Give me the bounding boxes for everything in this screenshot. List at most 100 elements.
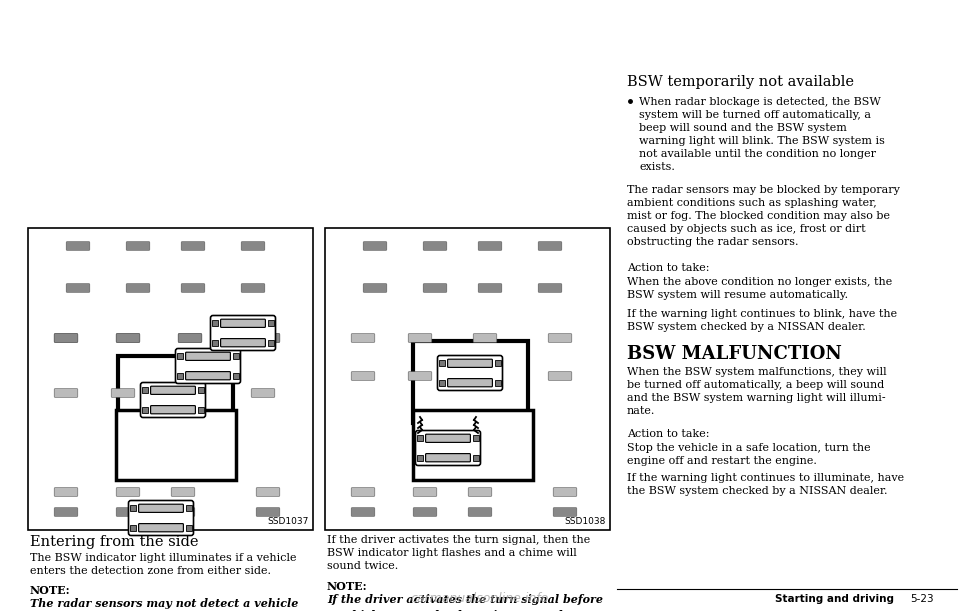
- FancyBboxPatch shape: [256, 334, 279, 342]
- FancyBboxPatch shape: [138, 504, 183, 513]
- FancyBboxPatch shape: [185, 352, 230, 360]
- FancyBboxPatch shape: [539, 242, 562, 251]
- FancyBboxPatch shape: [151, 406, 196, 414]
- Text: BSW temporarily not available: BSW temporarily not available: [627, 75, 854, 89]
- Bar: [413, 410, 533, 480]
- FancyBboxPatch shape: [54, 389, 78, 397]
- FancyBboxPatch shape: [126, 284, 150, 292]
- FancyBboxPatch shape: [447, 379, 492, 387]
- FancyBboxPatch shape: [171, 508, 195, 516]
- FancyBboxPatch shape: [351, 371, 374, 380]
- FancyBboxPatch shape: [413, 508, 437, 516]
- FancyBboxPatch shape: [468, 508, 492, 516]
- Text: Stop the vehicle in a safe location, turn the
engine off and restart the engine.: Stop the vehicle in a safe location, tur…: [627, 443, 871, 466]
- Text: carmanualsonline.info: carmanualsonline.info: [411, 592, 549, 605]
- Bar: [417, 436, 422, 441]
- FancyBboxPatch shape: [176, 348, 241, 384]
- FancyBboxPatch shape: [181, 242, 204, 251]
- Bar: [186, 505, 192, 511]
- FancyBboxPatch shape: [151, 386, 196, 394]
- Text: SSD1038: SSD1038: [564, 517, 606, 526]
- Text: When radar blockage is detected, the BSW
system will be turned off automatically: When radar blockage is detected, the BSW…: [639, 97, 885, 172]
- Text: If the driver activates the turn signal before
a vehicle enters the detection zo: If the driver activates the turn signal …: [327, 594, 603, 611]
- Text: The radar sensors may not detect a vehicle
which is traveling at about the same : The radar sensors may not detect a vehic…: [30, 598, 299, 611]
- FancyBboxPatch shape: [138, 524, 183, 532]
- Bar: [130, 505, 135, 511]
- Bar: [212, 340, 218, 346]
- FancyBboxPatch shape: [351, 508, 374, 516]
- Text: If the warning light continues to illuminate, have
the BSW system checked by a N: If the warning light continues to illumi…: [627, 473, 904, 496]
- Bar: [198, 406, 204, 412]
- FancyBboxPatch shape: [256, 488, 279, 496]
- Bar: [198, 387, 204, 393]
- FancyBboxPatch shape: [351, 334, 374, 342]
- Bar: [268, 320, 275, 326]
- FancyBboxPatch shape: [241, 284, 265, 292]
- FancyBboxPatch shape: [179, 334, 202, 342]
- FancyBboxPatch shape: [179, 334, 202, 342]
- Text: Action to take:: Action to take:: [627, 263, 709, 273]
- FancyBboxPatch shape: [54, 488, 78, 496]
- FancyBboxPatch shape: [177, 389, 200, 397]
- FancyBboxPatch shape: [539, 284, 562, 292]
- Bar: [417, 455, 422, 461]
- Bar: [177, 373, 182, 379]
- FancyBboxPatch shape: [548, 334, 572, 342]
- FancyBboxPatch shape: [221, 319, 265, 327]
- Bar: [186, 525, 192, 530]
- FancyBboxPatch shape: [438, 356, 502, 390]
- FancyBboxPatch shape: [116, 508, 140, 516]
- Text: 5-23: 5-23: [910, 594, 934, 604]
- FancyBboxPatch shape: [116, 334, 140, 342]
- FancyBboxPatch shape: [425, 453, 470, 462]
- FancyBboxPatch shape: [447, 359, 492, 367]
- FancyBboxPatch shape: [54, 334, 78, 342]
- FancyBboxPatch shape: [423, 284, 446, 292]
- Text: When the BSW system malfunctions, they will
be turned off automatically, a beep : When the BSW system malfunctions, they w…: [627, 367, 887, 416]
- FancyBboxPatch shape: [408, 371, 432, 380]
- FancyBboxPatch shape: [423, 242, 446, 251]
- FancyBboxPatch shape: [241, 242, 265, 251]
- FancyBboxPatch shape: [425, 434, 470, 442]
- Bar: [233, 353, 239, 359]
- FancyBboxPatch shape: [140, 382, 205, 417]
- FancyBboxPatch shape: [478, 284, 502, 292]
- FancyBboxPatch shape: [181, 284, 204, 292]
- FancyBboxPatch shape: [416, 431, 481, 466]
- Bar: [473, 455, 479, 461]
- Bar: [142, 406, 148, 412]
- Bar: [473, 436, 479, 441]
- Bar: [325, 228, 610, 530]
- FancyBboxPatch shape: [116, 334, 140, 342]
- FancyBboxPatch shape: [171, 488, 195, 496]
- FancyBboxPatch shape: [54, 334, 78, 342]
- Bar: [28, 228, 313, 530]
- Text: BSW MALFUNCTION: BSW MALFUNCTION: [627, 345, 842, 363]
- Bar: [268, 340, 275, 346]
- FancyBboxPatch shape: [210, 315, 276, 351]
- FancyBboxPatch shape: [54, 508, 78, 516]
- Text: If the driver activates the turn signal, then the
BSW indicator light flashes an: If the driver activates the turn signal,…: [327, 535, 590, 571]
- FancyBboxPatch shape: [185, 371, 230, 380]
- FancyBboxPatch shape: [478, 242, 502, 251]
- FancyBboxPatch shape: [363, 242, 387, 251]
- FancyBboxPatch shape: [351, 488, 374, 496]
- Bar: [116, 410, 236, 480]
- Text: The radar sensors may be blocked by temporary
ambient conditions such as splashi: The radar sensors may be blocked by temp…: [627, 185, 900, 247]
- FancyBboxPatch shape: [221, 338, 265, 347]
- FancyBboxPatch shape: [548, 371, 572, 380]
- FancyBboxPatch shape: [126, 242, 150, 251]
- Bar: [495, 360, 501, 367]
- FancyBboxPatch shape: [468, 488, 492, 496]
- Text: Action to take:: Action to take:: [627, 429, 709, 439]
- FancyBboxPatch shape: [553, 508, 577, 516]
- Bar: [142, 387, 148, 393]
- Bar: [118, 356, 233, 438]
- Bar: [439, 360, 444, 367]
- Bar: [212, 320, 218, 326]
- FancyBboxPatch shape: [363, 284, 387, 292]
- Bar: [413, 341, 528, 423]
- FancyBboxPatch shape: [116, 488, 140, 496]
- Bar: [177, 353, 182, 359]
- Text: Entering from the side: Entering from the side: [30, 535, 199, 549]
